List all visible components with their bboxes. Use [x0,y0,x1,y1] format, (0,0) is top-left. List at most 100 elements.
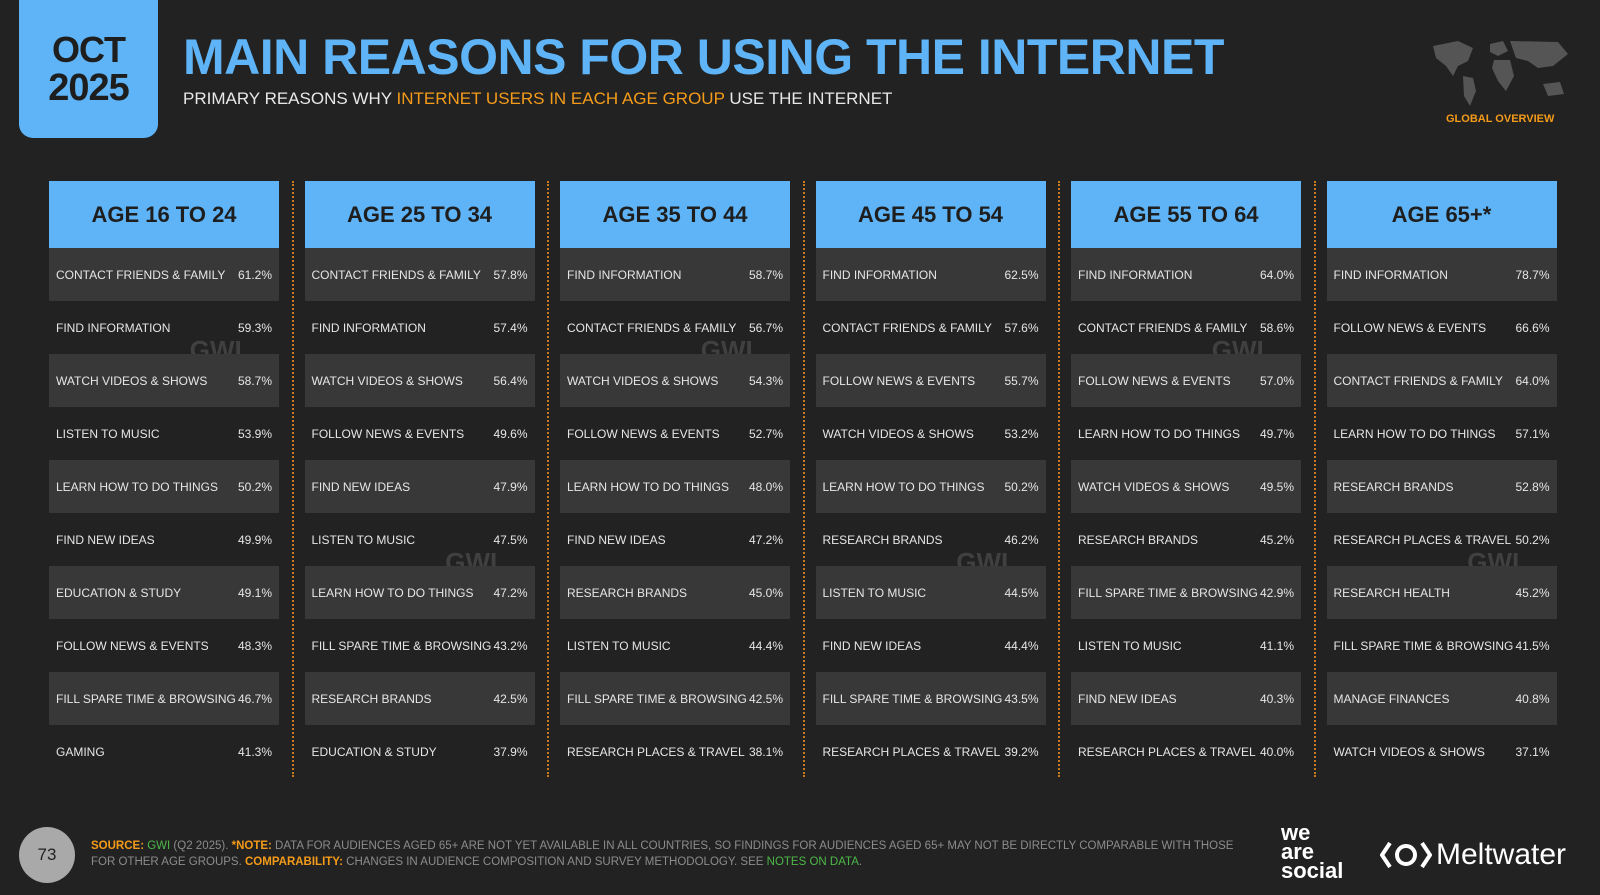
note-label: *NOTE: [231,840,272,852]
reason-label: LISTEN TO MUSIC [567,638,671,653]
reason-value: 57.4% [493,320,528,335]
age-column: AGE 65+* FIND INFORMATION 78.7% FOLLOW NEWS… [1326,181,1557,778]
list-item: FIND INFORMATION 59.3% GWI. [49,301,279,366]
reason-value: 37.9% [493,744,528,759]
footer-note: SOURCE: GWI (Q2 2025). *NOTE: DATA FOR A… [91,838,1241,870]
reason-label: RESEARCH BRANDS [1078,532,1199,547]
column-divider [547,181,549,777]
world-map-icon [1433,41,1568,106]
reason-value: 41.1% [1259,638,1294,653]
reason-value: 42.5% [748,691,783,706]
reason-label: LISTEN TO MUSIC [1078,638,1182,653]
reason-label: GAMING [56,744,105,759]
reason-value: 48.3% [237,638,272,653]
reason-value: 49.6% [493,426,528,441]
reasons-list: FIND INFORMATION 64.0% CONTACT FRIENDS & F… [1071,248,1301,778]
list-item: FIND INFORMATION 64.0% [1071,248,1301,301]
reason-value: 43.2% [493,638,528,653]
reason-label: FIND INFORMATION [1078,267,1193,282]
reason-label: FIND NEW IDEAS [1078,691,1177,706]
reason-label: FIND NEW IDEAS [567,532,666,547]
age-column-header: AGE 16 TO 24 [49,181,279,248]
reason-value: 64.0% [1259,267,1294,282]
reason-value: 38.1% [748,744,783,759]
source-link[interactable]: GWI [147,840,171,852]
reason-value: 47.2% [493,585,528,600]
list-item: FIND NEW IDEAS 47.9% [304,460,535,513]
reasons-list: CONTACT FRIENDS & FAMILY 57.8% FIND INFORM… [304,248,535,778]
list-item: FIND INFORMATION 58.7% [560,248,790,301]
notes-on-data-link[interactable]: NOTES ON DATA [766,856,859,868]
source-label: SOURCE: [91,840,145,852]
list-item: WATCH VIDEOS & SHOWS 54.3% [560,354,790,407]
reason-label: LEARN HOW TO DO THINGS [311,585,474,600]
reason-value: 59.3% [237,320,272,335]
reason-label: WATCH VIDEOS & SHOWS [1333,744,1485,759]
reason-value: 40.3% [1259,691,1294,706]
list-item: CONTACT FRIENDS & FAMILY 58.6% GWI. [1071,301,1301,366]
list-item: LISTEN TO MUSIC 44.4% [560,619,790,672]
reason-label: FILL SPARE TIME & BROWSING [56,691,236,706]
reason-label: MANAGE FINANCES [1333,691,1450,706]
reason-label: RESEARCH BRANDS [311,691,432,706]
list-item: RESEARCH PLACES & TRAVEL 40.0% [1071,725,1301,778]
age-column: AGE 45 TO 54 FIND INFORMATION 62.5% CONTACT… [815,181,1046,778]
reason-label: RESEARCH BRANDS [567,585,688,600]
comparability-label: COMPARABILITY: [245,856,343,868]
reason-value: 45.0% [748,585,783,600]
reason-label: FIND INFORMATION [311,320,426,335]
list-item: LEARN HOW TO DO THINGS 57.1% [1327,407,1557,460]
list-item: CONTACT FRIENDS & FAMILY 64.0% [1326,354,1557,407]
reason-value: 46.2% [1004,532,1039,547]
reason-label: LEARN HOW TO DO THINGS [822,479,985,494]
date-year: 2025 [48,67,130,109]
reason-label: FOLLOW NEWS & EVENTS [311,426,465,441]
reason-value: 40.8% [1515,691,1550,706]
reason-value: 56.4% [493,373,528,388]
reason-value: 44.4% [748,638,783,653]
reason-label: LEARN HOW TO DO THINGS [1333,426,1496,441]
date-month: OCT [52,29,126,70]
list-item: WATCH VIDEOS & SHOWS 58.7% [49,354,279,407]
reason-value: 61.2% [237,267,272,282]
list-item: LEARN HOW TO DO THINGS 50.2% [815,460,1046,513]
reason-value: 45.2% [1515,585,1550,600]
reason-label: FILL SPARE TIME & BROWSING [1078,585,1258,600]
reason-label: WATCH VIDEOS & SHOWS [1078,479,1230,494]
reason-value: 49.1% [237,585,272,600]
list-item: FIND NEW IDEAS 49.9% [49,513,279,566]
reason-value: 47.2% [748,532,783,547]
reason-value: 54.3% [748,373,783,388]
list-item: MANAGE FINANCES 40.8% [1326,672,1557,725]
reason-label: WATCH VIDEOS & SHOWS [311,373,463,388]
list-item: LEARN HOW TO DO THINGS 50.2% [49,460,279,513]
reason-value: 44.5% [1004,585,1039,600]
reason-value: 58.6% [1259,320,1294,335]
page-title: MAIN REASONS FOR USING THE INTERNET [183,29,1224,85]
reason-value: 46.7% [237,691,272,706]
list-item: LEARN HOW TO DO THINGS 49.7% [1071,407,1301,460]
list-item: RESEARCH BRANDS 46.2% GWI. [816,513,1046,578]
reason-value: 55.7% [1004,373,1039,388]
meltwater-wordmark: Meltwater [1436,838,1567,871]
reason-label: FILL SPARE TIME & BROWSING [822,691,1003,706]
age-column-header: AGE 45 TO 54 [815,181,1046,248]
list-item: CONTACT FRIENDS & FAMILY 61.2% [49,248,279,301]
reason-value: 48.0% [748,479,783,494]
list-item: RESEARCH PLACES & TRAVEL 50.2% GWI. [1327,513,1557,578]
source-detail: (Q2 2025). [170,840,232,852]
list-item: WATCH VIDEOS & SHOWS 49.5% [1071,460,1301,513]
subtitle-text: PRIMARY REASONS WHY [183,89,397,108]
reason-label: RESEARCH PLACES & TRAVEL [1333,532,1512,547]
column-divider [802,181,805,777]
logo-text: we [1281,820,1311,845]
list-item: FILL SPARE TIME & BROWSING 46.7% [49,672,279,725]
list-item: CONTACT FRIENDS & FAMILY 57.6% [816,301,1046,354]
reason-value: 44.4% [1004,638,1039,653]
reason-label: WATCH VIDEOS & SHOWS [56,373,208,388]
subtitle-highlight: INTERNET USERS IN EACH AGE GROUP [396,89,725,108]
reason-label: FOLLOW NEWS & EVENTS [56,638,209,653]
reason-label: FIND NEW IDEAS [56,532,155,547]
reason-label: RESEARCH PLACES & TRAVEL [822,744,1001,759]
reason-value: 58.7% [748,267,783,282]
